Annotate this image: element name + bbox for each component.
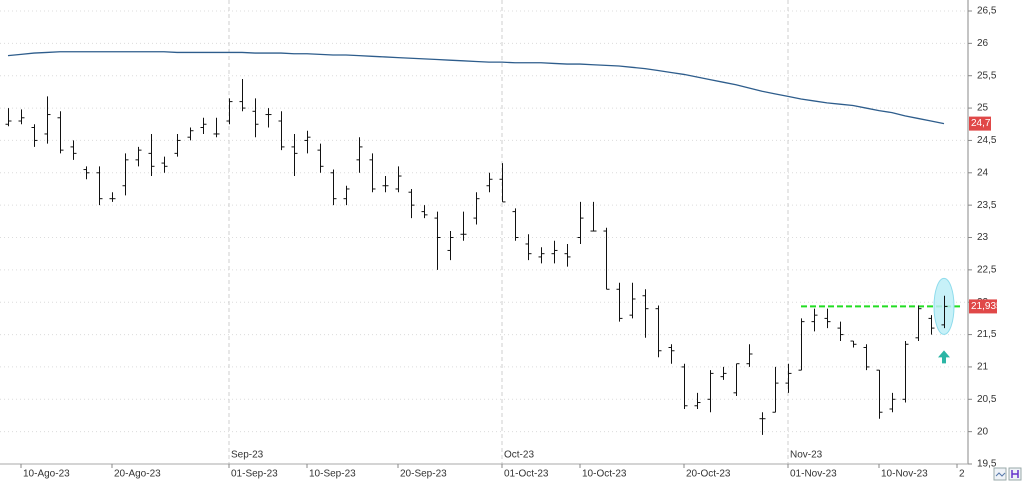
y-tick-label: 24: [977, 167, 989, 178]
grid: [0, 0, 968, 465]
axes: 19,52020,52121,52222,52323,52424,52525,5…: [20, 6, 1002, 480]
icon: [995, 472, 1006, 477]
period-label: Nov-23: [790, 450, 823, 461]
plot-area: [5, 51, 962, 435]
x-tick-label: 2: [959, 469, 965, 480]
x-tick-label: 20-Sep-23: [400, 469, 447, 480]
y-tick-label: 20,5: [977, 394, 997, 405]
x-tick-label: 01-Oct-23: [504, 469, 549, 480]
x-tick-label: 10-Oct-23: [582, 469, 627, 480]
last-value-box: [969, 116, 991, 131]
y-tick-label: 21,5: [977, 329, 997, 340]
x-tick-label: 10-Sep-23: [309, 469, 356, 480]
moving-average-line: [7, 51, 945, 125]
y-tick-label: 25,5: [977, 70, 997, 81]
y-tick-label: 21: [977, 362, 989, 373]
y-tick-label: 23: [977, 232, 989, 243]
signal-arrow: [938, 350, 950, 364]
level-value-label: 21,935: [971, 301, 1002, 312]
icon: [1011, 470, 1019, 478]
period-label: Oct-23: [504, 450, 534, 461]
x-tick-label: 01-Nov-23: [790, 469, 837, 480]
x-tick-label: 20-Oct-23: [686, 469, 731, 480]
level-value-box: [969, 299, 997, 314]
y-tick-label: 26,5: [977, 6, 997, 17]
y-tick-label: 26: [977, 38, 989, 49]
x-tick-label: 10-Nov-23: [881, 469, 928, 480]
y-tick-label: 20: [977, 426, 989, 437]
y-tick-label: 24,5: [977, 135, 997, 146]
y-tick-label: 25: [977, 103, 989, 114]
x-tick-label: 01-Sep-23: [231, 469, 278, 480]
y-tick-label: 19,5: [977, 459, 997, 470]
y-tick-label: 23,5: [977, 200, 997, 211]
toolbar-icons: [993, 467, 1022, 481]
x-tick-label: 10-Ago-23: [23, 469, 70, 480]
y-tick-label: 22,5: [977, 264, 997, 275]
x-tick-label: 20-Ago-23: [114, 469, 161, 480]
last-value-label: 24,76: [971, 118, 996, 129]
period-label: Sep-23: [231, 450, 264, 461]
